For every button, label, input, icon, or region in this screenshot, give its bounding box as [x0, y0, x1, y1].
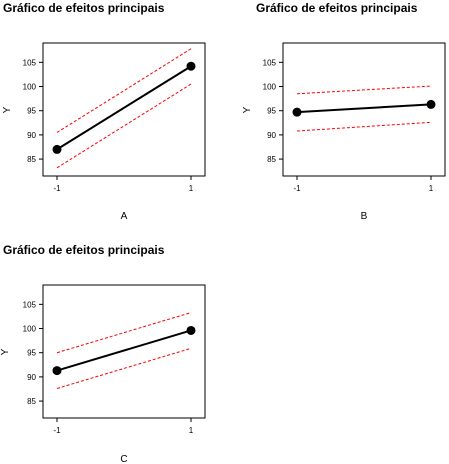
y-axis-label: Y	[0, 348, 11, 355]
y-tick-label: 95	[27, 107, 36, 116]
mean-point	[186, 325, 196, 335]
x-axis-label: A	[121, 211, 128, 222]
x-tick-label: 1	[189, 426, 194, 435]
mean-effect-line	[296, 103, 432, 114]
confidence-band-lower	[296, 121, 432, 132]
plot-area: 85 90 95 100 105 -1 1	[263, 58, 436, 193]
y-tick-label: 95	[27, 349, 36, 358]
plot-area: 85 90 95 100 105 -1 1	[23, 300, 196, 435]
panel-title: Gráfico de efeitos principais	[3, 1, 165, 15]
y-tick-label: 100	[263, 83, 277, 92]
y-tick-label: 90	[267, 131, 276, 140]
y-tick-label: 85	[27, 397, 36, 406]
confidence-band-lower	[56, 83, 192, 169]
y-tick-label: 90	[27, 131, 36, 140]
x-axis-label: C	[120, 454, 127, 464]
y-tick-label: 85	[267, 155, 276, 164]
mean-effect-line	[56, 65, 192, 151]
x-tick-label: -1	[53, 426, 61, 435]
y-tick-label: 100	[23, 83, 37, 92]
effects-panel-a: Gráfico de efeitos principais 85 90 95 100 1…	[2, 1, 206, 222]
y-tick-label: 105	[23, 300, 37, 309]
mean-point	[186, 61, 196, 71]
y-tick-label: 105	[263, 58, 277, 67]
y-axis-label: Y	[2, 106, 13, 113]
confidence-band-lower	[56, 347, 192, 389]
effects-panel-c: Gráfico de efeitos principais 85 90 95 100 1…	[0, 243, 206, 464]
panel-title: Gráfico de efeitos principais	[3, 243, 165, 257]
mean-point	[426, 99, 436, 109]
x-tick-label: -1	[293, 184, 301, 193]
mean-point	[52, 366, 62, 376]
y-tick-label: 90	[27, 373, 36, 382]
y-axis-label: Y	[242, 106, 253, 113]
plot-frame	[42, 42, 206, 177]
mean-effect-line	[56, 329, 192, 372]
plot-area: 85 90 95 100 105 -1 1	[23, 48, 196, 193]
confidence-band-upper	[56, 312, 192, 354]
confidence-band-upper	[296, 85, 432, 95]
y-tick-label: 100	[23, 325, 37, 334]
x-tick-label: 1	[189, 184, 194, 193]
confidence-band-upper	[56, 48, 192, 133]
x-tick-label: 1	[429, 184, 434, 193]
panel-title: Gráfico de efeitos principais	[256, 1, 418, 15]
y-tick-label: 105	[23, 58, 37, 67]
x-tick-label: -1	[53, 184, 61, 193]
plot-frame	[42, 284, 206, 419]
plot-frame	[282, 42, 446, 177]
effects-panel-b: Gráfico de efeitos principais 85 90 95 100 1…	[242, 1, 446, 222]
mean-point	[52, 144, 62, 154]
x-axis-label: B	[361, 211, 368, 222]
mean-point	[292, 107, 302, 117]
y-tick-label: 95	[267, 107, 276, 116]
y-tick-label: 85	[27, 155, 36, 164]
